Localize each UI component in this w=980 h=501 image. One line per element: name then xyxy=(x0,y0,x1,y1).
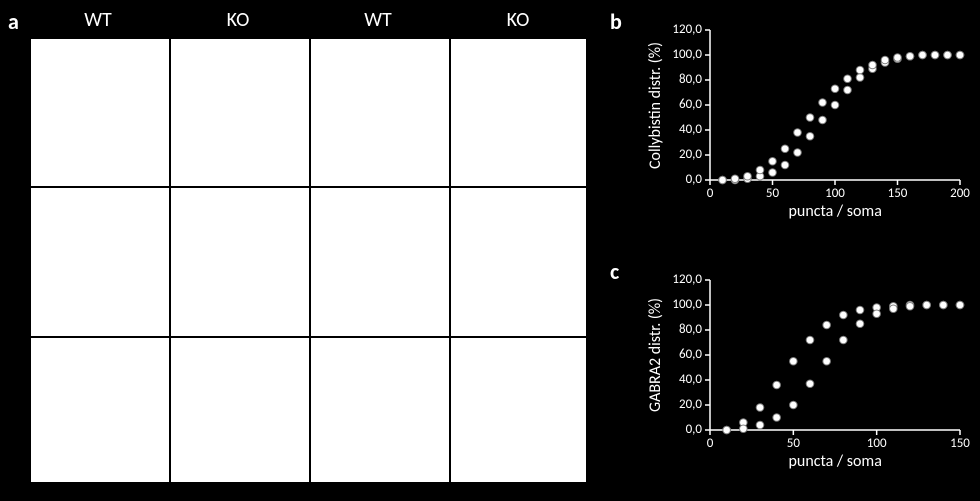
grid-cell xyxy=(170,337,310,486)
data-point xyxy=(831,101,839,109)
grid-cell xyxy=(310,38,450,187)
data-point xyxy=(756,166,764,174)
grid-cell xyxy=(310,337,450,486)
y-tick-label: 60,0 xyxy=(679,97,702,112)
data-point xyxy=(831,85,839,93)
y-tick-label: 0,0 xyxy=(686,422,702,437)
data-point xyxy=(940,301,948,309)
grid-cell xyxy=(310,187,450,336)
y-tick-label: 100,0 xyxy=(672,47,702,62)
x-tick-label: 0 xyxy=(695,186,725,201)
data-point xyxy=(873,310,881,318)
data-point xyxy=(806,336,814,344)
data-point xyxy=(931,51,939,59)
data-point xyxy=(773,381,781,389)
grid-cell xyxy=(170,38,310,187)
y-tick-label: 0,0 xyxy=(686,172,702,187)
y-tick-label: 20,0 xyxy=(679,397,702,412)
data-point xyxy=(756,404,764,412)
data-point xyxy=(840,311,848,319)
data-point xyxy=(844,75,852,83)
panel-c-chart: 0501001500,020,040,060,080,0100,0120,0GA… xyxy=(640,270,970,480)
data-point xyxy=(856,306,864,314)
data-point xyxy=(823,357,831,365)
data-point xyxy=(781,161,789,169)
x-tick-label: 100 xyxy=(820,186,850,201)
grid-cell xyxy=(450,187,590,336)
data-point xyxy=(923,301,931,309)
y-tick-label: 80,0 xyxy=(679,72,702,87)
y-axis-title: GABRA2 distr. (%) xyxy=(646,298,665,412)
data-point xyxy=(769,157,777,165)
y-tick-label: 60,0 xyxy=(679,347,702,362)
data-point xyxy=(719,176,727,184)
y-tick-label: 120,0 xyxy=(672,272,702,287)
data-point xyxy=(819,99,827,107)
data-point xyxy=(906,302,914,310)
data-point xyxy=(956,51,964,59)
column-header: KO xyxy=(168,8,308,32)
data-point xyxy=(731,175,739,183)
x-tick-label: 50 xyxy=(758,186,788,201)
data-point xyxy=(856,66,864,74)
column-header: WT xyxy=(308,8,448,32)
data-point xyxy=(823,321,831,329)
data-point xyxy=(756,421,764,429)
panel-c-label: c xyxy=(610,258,619,285)
column-header: KO xyxy=(448,8,588,32)
data-point xyxy=(744,172,752,180)
x-tick-label: 150 xyxy=(883,186,913,201)
x-tick-label: 200 xyxy=(945,186,975,201)
grid-cell xyxy=(450,38,590,187)
data-point xyxy=(869,61,877,69)
grid-cell xyxy=(170,187,310,336)
grid-cell xyxy=(30,187,170,336)
data-point xyxy=(944,51,952,59)
data-point xyxy=(890,305,898,313)
data-point xyxy=(819,116,827,124)
data-point xyxy=(956,301,964,309)
grid-cell xyxy=(30,38,170,187)
data-point xyxy=(781,145,789,153)
data-point xyxy=(894,54,902,62)
y-tick-label: 40,0 xyxy=(679,122,702,137)
x-tick-label: 150 xyxy=(945,436,975,451)
data-point xyxy=(844,86,852,94)
x-tick-label: 100 xyxy=(862,436,892,451)
data-point xyxy=(806,114,814,122)
column-header: WT xyxy=(28,8,168,32)
data-point xyxy=(906,52,914,60)
data-point xyxy=(769,169,777,177)
data-point xyxy=(840,336,848,344)
x-axis-title: puncta / soma xyxy=(789,202,882,221)
data-point xyxy=(740,425,748,433)
grid-cell xyxy=(450,337,590,486)
x-tick-label: 0 xyxy=(695,436,725,451)
panel-b-chart: 0501001502000,020,040,060,080,0100,0120,… xyxy=(640,20,970,220)
data-point xyxy=(723,426,731,434)
panel-b-label: b xyxy=(610,8,622,35)
data-point xyxy=(794,149,802,157)
data-point xyxy=(806,380,814,388)
data-point xyxy=(856,320,864,328)
data-point xyxy=(773,414,781,422)
y-axis-title: Collybistin distr. (%) xyxy=(646,42,665,169)
x-axis-title: puncta / soma xyxy=(789,452,882,471)
y-tick-label: 120,0 xyxy=(672,22,702,37)
y-tick-label: 100,0 xyxy=(672,297,702,312)
grid-cell xyxy=(30,337,170,486)
data-point xyxy=(881,56,889,64)
data-point xyxy=(790,401,798,409)
panel-a-grid xyxy=(28,36,588,484)
y-tick-label: 40,0 xyxy=(679,372,702,387)
data-point xyxy=(856,74,864,82)
y-tick-label: 20,0 xyxy=(679,147,702,162)
data-point xyxy=(919,51,927,59)
panel-a-label: a xyxy=(8,8,19,35)
data-point xyxy=(794,129,802,137)
x-tick-label: 50 xyxy=(778,436,808,451)
data-point xyxy=(806,132,814,140)
y-tick-label: 80,0 xyxy=(679,322,702,337)
data-point xyxy=(790,357,798,365)
